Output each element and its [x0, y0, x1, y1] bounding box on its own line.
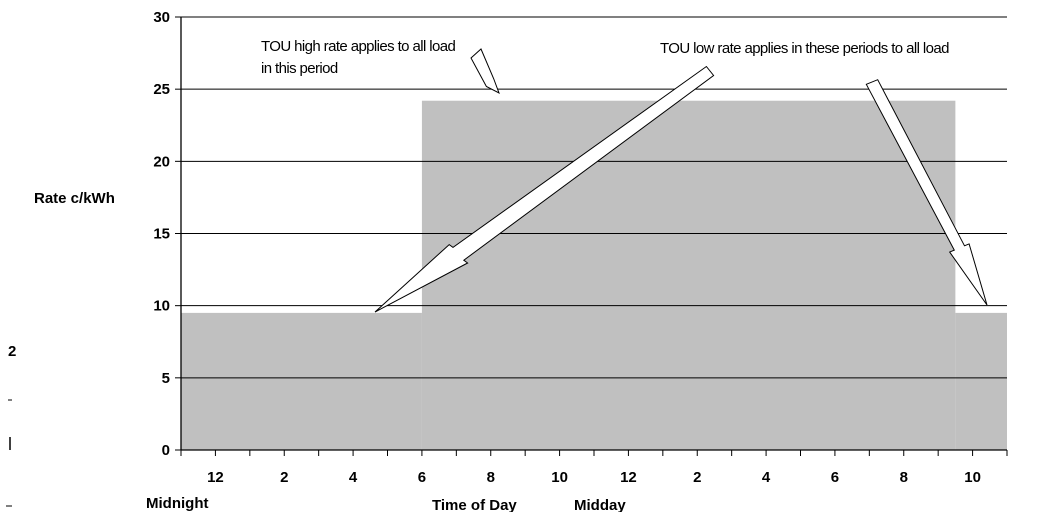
y-tick-label: 15 — [153, 226, 170, 243]
high-rate-annotation-line2: in this period — [261, 60, 338, 77]
x-axis-label: Time of Day — [432, 497, 517, 512]
arrow-to-right-low-period — [865, 79, 988, 306]
y-tick-label: 30 — [153, 9, 170, 26]
x-tick-label: 8 — [900, 469, 908, 486]
x-tick-label: 8 — [487, 469, 495, 486]
x-tick-label: 2 — [693, 469, 701, 486]
x-tick-label: 4 — [762, 469, 771, 486]
x-ticks: 12 2 4 6 8 10 12 2 4 6 8 10 — [180, 450, 1008, 486]
x-tick-label: 6 — [418, 469, 426, 486]
rate-area — [181, 100, 1007, 451]
x-tick-label: 2 — [280, 469, 288, 486]
midnight-label: Midnight — [146, 495, 208, 512]
rate-segment-2 — [955, 312, 1007, 450]
arrow-to-high-period — [470, 48, 500, 95]
low-rate-annotation: TOU low rate applies in these periods to… — [660, 40, 949, 57]
x-tick-label: 4 — [349, 469, 358, 486]
y-tick-label: 25 — [153, 81, 170, 98]
y-ticks: 0 5 10 15 20 25 30 — [153, 9, 181, 459]
y-tick-label: 0 — [162, 442, 170, 459]
y-axis-label: Rate c/kWh — [34, 190, 115, 207]
x-tick-label: 10 — [964, 469, 981, 486]
rate-segment-1 — [421, 100, 956, 451]
x-tick-label: 12 — [620, 469, 637, 486]
midday-label: Midday — [574, 497, 626, 512]
y-tick-label: 20 — [153, 153, 170, 170]
high-rate-annotation-line1: TOU high rate applies to all load — [261, 38, 455, 55]
y-tick-label: 5 — [162, 370, 170, 387]
arrow-to-left-low-period — [374, 65, 715, 313]
cropped-fragment: 2 — [8, 343, 16, 360]
y-tick-label: 10 — [153, 298, 170, 315]
x-tick-label: 10 — [551, 469, 568, 486]
x-tick-label: 6 — [831, 469, 839, 486]
x-tick-label: 12 — [207, 469, 224, 486]
rate-segment-0 — [181, 312, 422, 450]
